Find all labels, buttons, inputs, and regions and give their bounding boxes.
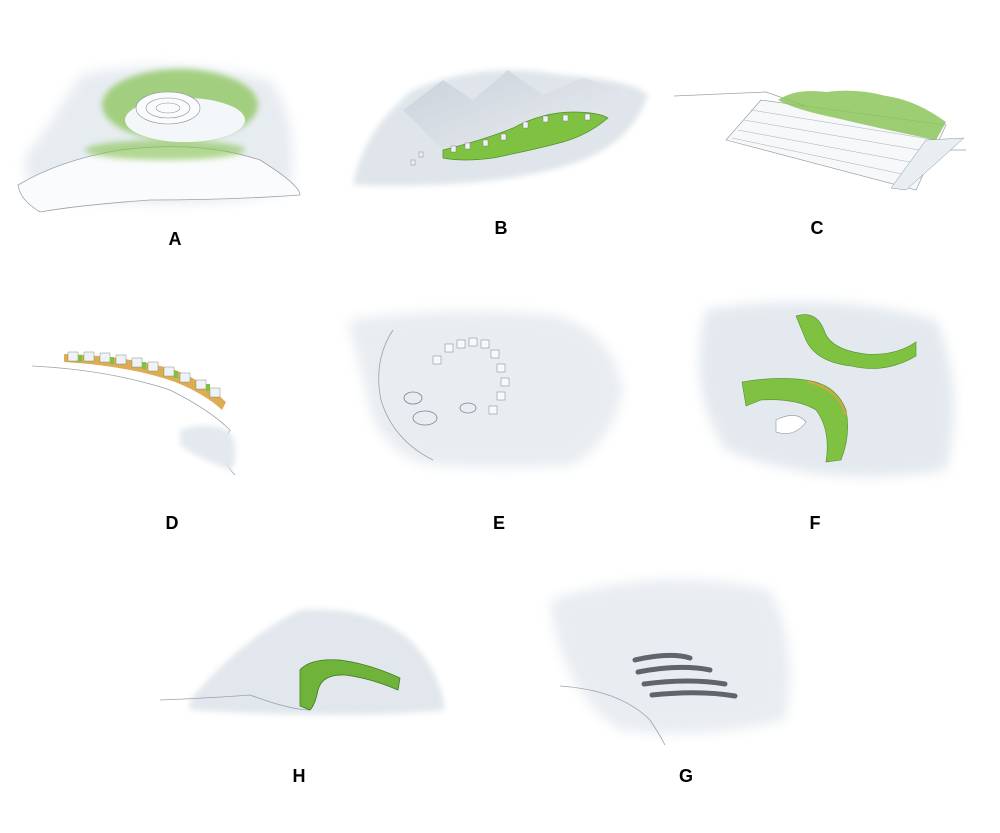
panel-a-vegetation-band — [85, 140, 245, 160]
panel-f-illustration — [699, 302, 954, 477]
panel-g-curved-structures — [632, 652, 738, 699]
panel-h-label: H — [292, 766, 306, 786]
panel-a-illustration — [17, 66, 301, 213]
panel-b-illustration — [353, 70, 648, 186]
panel-b-label: B — [494, 218, 508, 238]
panel-e-ring-settlement — [432, 337, 510, 415]
panel-c-label: C — [810, 218, 824, 238]
panel-a-settlement — [135, 91, 201, 125]
panel-a: A — [0, 0, 333, 260]
panel-e-terrain — [348, 311, 623, 468]
panel-h-coastline — [159, 694, 311, 711]
panel-h: H — [150, 560, 483, 833]
panel-h-green-terraces — [299, 659, 401, 711]
panel-c-pier — [890, 137, 965, 191]
panel-d: D — [0, 270, 333, 540]
panel-e-label: E — [492, 513, 506, 533]
panel-h-illustration — [159, 609, 445, 715]
panel-c-platform-grid — [731, 109, 937, 179]
panel-e-illustration — [348, 311, 623, 468]
panel-d-illustration — [31, 351, 236, 476]
panel-f-lower-vegetated-strip — [741, 378, 848, 463]
panel-b: B — [333, 0, 666, 260]
panel-b-green-terraces — [442, 111, 609, 161]
panel-d-label: D — [165, 513, 179, 533]
panel-f-label: F — [809, 513, 821, 533]
panel-c: C — [666, 0, 1000, 260]
panel-e: E — [333, 270, 666, 540]
panel-g-label: G — [678, 766, 694, 786]
panel-g: G — [540, 560, 873, 833]
panel-d-green-roofs — [78, 355, 210, 391]
panel-f: F — [666, 270, 1000, 540]
panel-e-coastline — [378, 329, 434, 461]
panel-d-headland — [180, 425, 236, 470]
panel-a-label: A — [168, 229, 182, 249]
panel-d-housing-modules — [67, 351, 221, 398]
panel-c-green-hills — [778, 90, 946, 140]
panel-f-inner-lagoon — [775, 415, 807, 434]
panel-f-upper-vegetated-strip — [795, 314, 917, 369]
panel-f-shore-edge — [807, 381, 847, 416]
panel-b-structures — [410, 113, 591, 166]
panel-e-round-platforms — [403, 391, 477, 426]
panel-g-illustration — [550, 579, 790, 746]
panel-g-coastline — [559, 685, 666, 746]
panel-c-illustration — [673, 90, 966, 191]
